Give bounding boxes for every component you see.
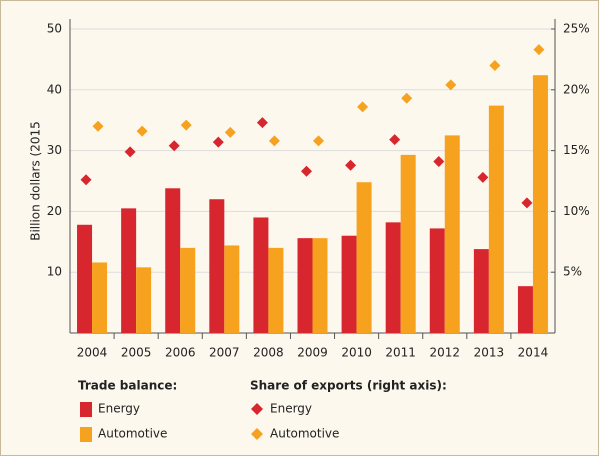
- bar: [356, 182, 372, 333]
- x-tick-label: 2010: [341, 346, 372, 360]
- diamond-marker: [212, 136, 224, 148]
- legend-label: Automotive: [270, 427, 339, 441]
- diamond-marker: [224, 126, 236, 138]
- y-tick-label: 40: [47, 82, 62, 96]
- diamond-marker: [268, 135, 280, 147]
- bar: [517, 286, 533, 333]
- y2-tick-label: 25%: [563, 22, 590, 36]
- diamond-marker: [357, 101, 369, 113]
- bar: [385, 222, 401, 333]
- y-tick-label: 30: [47, 143, 62, 157]
- legend-label: Energy: [98, 402, 140, 416]
- bar: [297, 238, 313, 333]
- bar: [253, 217, 269, 333]
- bar: [180, 247, 196, 333]
- bar: [224, 245, 240, 333]
- bar: [77, 224, 93, 333]
- legend-swatch: [251, 428, 263, 440]
- diamond-marker: [433, 156, 445, 168]
- y2-tick-label: 5%: [563, 265, 582, 279]
- x-tick-label: 2012: [429, 346, 460, 360]
- legend-swatch: [80, 427, 92, 442]
- y-axis-label: Billion dollars (2015: [29, 121, 43, 241]
- y2-tick-label: 10%: [563, 204, 590, 218]
- diamond-marker: [313, 135, 324, 147]
- diamond-marker: [168, 140, 180, 152]
- x-tick-label: 2004: [77, 346, 108, 360]
- legend-label: Energy: [270, 402, 312, 416]
- bar: [400, 154, 416, 333]
- legend-heading: Share of exports (right axis):: [250, 379, 447, 393]
- bar: [268, 247, 284, 333]
- legend-heading: Trade balance:: [78, 379, 177, 393]
- y-tick-label: 50: [47, 22, 62, 36]
- diamond-marker: [401, 92, 413, 104]
- diamond-marker: [533, 44, 545, 56]
- y2-tick-label: 15%: [563, 143, 590, 157]
- x-tick-label: 2007: [209, 346, 240, 360]
- y-tick-label: 10: [47, 265, 62, 279]
- bar: [532, 75, 548, 333]
- legend-label: Automotive: [98, 427, 167, 441]
- bar: [209, 199, 225, 333]
- bar: [312, 238, 328, 333]
- bar: [341, 235, 357, 333]
- y2-tick-label: 20%: [563, 82, 590, 96]
- bar: [429, 228, 445, 333]
- bar: [136, 267, 152, 333]
- diamond-marker: [80, 174, 92, 186]
- diamond-marker: [256, 117, 268, 129]
- x-tick-label: 2011: [385, 346, 416, 360]
- x-tick-label: 2014: [518, 346, 549, 360]
- x-tick-label: 2008: [253, 346, 284, 360]
- legend-swatch: [80, 402, 92, 417]
- diamond-marker: [445, 79, 457, 91]
- bar: [92, 262, 108, 333]
- y-tick-label: 20: [47, 204, 62, 218]
- diamond-marker: [521, 197, 533, 209]
- bar: [444, 135, 460, 333]
- diamond-marker: [389, 134, 401, 146]
- bar: [165, 188, 181, 333]
- x-tick-label: 2009: [297, 346, 328, 360]
- x-tick-label: 2013: [474, 346, 505, 360]
- diamond-marker: [136, 125, 148, 137]
- bar: [121, 208, 137, 333]
- diamond-marker: [489, 59, 501, 71]
- diamond-marker: [124, 146, 136, 158]
- bar: [488, 105, 504, 333]
- bar: [473, 249, 489, 333]
- diamond-marker: [180, 119, 192, 131]
- x-tick-label: 2005: [121, 346, 152, 360]
- legend-swatch: [251, 403, 263, 415]
- diamond-marker: [301, 165, 312, 177]
- diamond-marker: [345, 159, 357, 171]
- diamond-marker: [477, 171, 489, 183]
- diamond-marker: [92, 120, 104, 132]
- x-tick-label: 2006: [165, 346, 196, 360]
